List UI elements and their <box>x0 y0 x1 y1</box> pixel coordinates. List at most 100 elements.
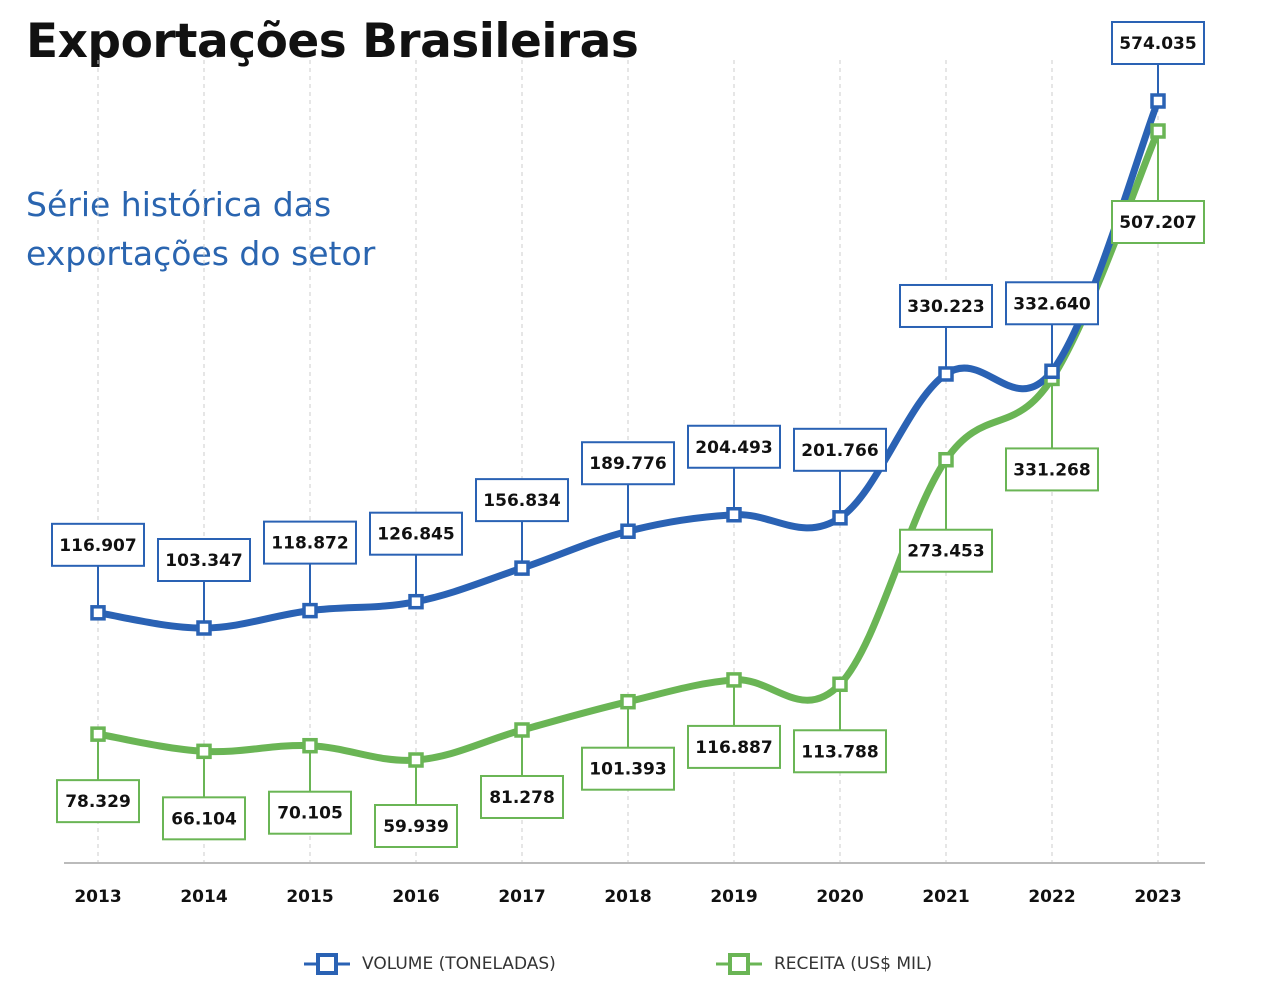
marker-volume-2013 <box>90 605 106 621</box>
marker-receita-2013 <box>90 726 106 742</box>
marker-volume-2016 <box>408 593 424 610</box>
marker-volume-2021 <box>938 366 954 382</box>
data-label-receita-2014-text: 66.104 <box>171 809 237 829</box>
data-label-receita-2017: 81.278 <box>480 774 564 819</box>
data-label-receita-2015-text: 70.105 <box>277 804 343 824</box>
legend-label-receita: RECEITA (US$ MIL) <box>774 954 933 974</box>
data-label-receita-2020-text: 113.788 <box>801 742 878 762</box>
data-label-receita-2019-box <box>687 724 781 769</box>
data-label-volume-2016-box <box>369 511 463 556</box>
marker-receita-2021 <box>938 451 954 468</box>
data-label-receita-2014-box <box>162 796 246 841</box>
x-tick-label-2021: 2021 <box>922 887 969 907</box>
data-label-volume-2019-text: 204.493 <box>695 438 772 458</box>
data-label-volume-2023-box <box>1111 21 1205 65</box>
data-label-volume-2019: 204.493 <box>687 424 781 469</box>
marker-volume-2018 <box>620 523 636 539</box>
data-label-receita-2021-box <box>899 528 993 573</box>
chart-subtitle: Série histórica das exportações do setor <box>26 180 506 278</box>
data-label-volume-2019-box <box>687 424 781 469</box>
x-tick-label-2023: 2023 <box>1134 887 1181 907</box>
legend: VOLUME (TONELADAS) RECEITA (US$ MIL) <box>0 950 1274 980</box>
subtitle-line-1: Série histórica das <box>26 185 332 224</box>
chart-title: Exportações Brasileiras <box>26 14 639 69</box>
data-label-receita-2016: 59.939 <box>374 804 458 848</box>
data-label-receita-2022-text: 331.268 <box>1013 460 1090 480</box>
legend-receita-marker-icon <box>716 953 762 975</box>
data-label-volume-2018-text: 189.776 <box>589 454 666 474</box>
marker-volume-2017 <box>514 560 530 576</box>
marker-receita-2019 <box>726 672 742 688</box>
legend-volume-marker-icon <box>304 953 350 975</box>
data-label-volume-2014: 103.347 <box>157 538 251 582</box>
data-label-volume-2020-box <box>793 427 887 472</box>
data-label-receita-2014: 66.104 <box>162 796 246 841</box>
data-label-receita-2016-box <box>374 804 458 848</box>
marker-volume-2014 <box>196 620 212 636</box>
data-label-receita-2018: 101.393 <box>581 746 675 791</box>
subtitle-line-2: exportações do setor <box>26 234 376 273</box>
data-label-volume-2022: 332.640 <box>1005 281 1099 326</box>
data-markers <box>90 93 1166 768</box>
x-tick-label-2017: 2017 <box>498 887 545 907</box>
data-label-receita-2022: 331.268 <box>1005 447 1099 492</box>
x-axis: 2013 2014 2015 2016 2017 2018 2019 2020 2021 2022… <box>64 862 1205 907</box>
data-label-receita-2013-text: 78.329 <box>65 792 131 812</box>
data-label-volume-2013-text: 116.907 <box>59 536 136 556</box>
data-label-receita-2019-text: 116.887 <box>695 738 772 758</box>
legend-item-receita: RECEITA (US$ MIL) <box>716 950 932 978</box>
marker-receita-2014 <box>196 743 212 760</box>
data-label-volume-2023-text: 574.035 <box>1119 34 1196 54</box>
data-label-receita-2022-box <box>1005 447 1099 492</box>
data-label-volume-2013-box <box>51 522 145 567</box>
data-label-volume-2021: 330.223 <box>899 283 993 328</box>
data-label-volume-2020: 201.766 <box>793 427 887 472</box>
x-tick-label-2018: 2018 <box>604 887 651 907</box>
data-label-volume-2015-box <box>263 520 357 565</box>
data-label-volume-2017-box <box>475 478 569 523</box>
data-label-receita-2013-box <box>56 779 140 824</box>
data-label-volume-2014-box <box>157 538 251 582</box>
data-label-receita-2020: 113.788 <box>793 729 887 774</box>
x-tick-label-2019: 2019 <box>710 887 757 907</box>
marker-receita-2020 <box>832 676 848 693</box>
data-label-volume-2013: 116.907 <box>51 522 145 567</box>
data-label-volume-2022-text: 332.640 <box>1013 294 1091 314</box>
data-label-receita-2017-box <box>480 774 564 819</box>
data-label-receita-2023: 507.207 <box>1111 200 1205 244</box>
data-label-volume-2022-box <box>1005 281 1099 326</box>
marker-receita-2017 <box>514 722 530 738</box>
data-label-receita-2018-text: 101.393 <box>589 760 666 780</box>
marker-volume-2022 <box>1044 363 1060 380</box>
data-label-volume-2014-text: 103.347 <box>165 551 242 571</box>
data-label-receita-2023-text: 507.207 <box>1119 213 1196 233</box>
x-tick-label-2016: 2016 <box>392 887 439 907</box>
data-label-receita-2018-box <box>581 746 675 791</box>
data-label-receita-2013: 78.329 <box>56 779 140 824</box>
marker-volume-2023 <box>1150 93 1166 109</box>
legend-item-volume: VOLUME (TONELADAS) <box>304 950 556 978</box>
data-labels: 116.907 103.347 118.872 126.845 156.834 189.7… <box>51 21 1205 848</box>
marker-receita-2015 <box>302 737 318 754</box>
data-label-volume-2018-box <box>581 441 675 486</box>
x-tick-label-2014: 2014 <box>180 887 227 907</box>
data-label-volume-2017: 156.834 <box>475 478 569 523</box>
x-tick-label-2022: 2022 <box>1028 887 1075 907</box>
data-label-volume-2015-text: 118.872 <box>271 534 348 554</box>
data-label-receita-2015: 70.105 <box>268 790 352 835</box>
data-label-receita-2015-box <box>268 790 352 835</box>
marker-volume-2019 <box>726 507 742 523</box>
marker-volume-2015 <box>302 602 318 619</box>
data-label-receita-2019: 116.887 <box>687 724 781 769</box>
x-tick-label-2013: 2013 <box>74 887 121 907</box>
marker-volume-2020 <box>832 510 848 526</box>
x-tick-label-2015: 2015 <box>286 887 333 907</box>
data-label-volume-2016: 126.845 <box>369 511 463 556</box>
data-label-receita-2017-text: 81.278 <box>489 788 555 808</box>
data-label-volume-2016-text: 126.845 <box>377 525 454 545</box>
x-tick-label-2020: 2020 <box>816 887 863 907</box>
data-label-volume-2021-box <box>899 283 993 328</box>
data-label-receita-2016-text: 59.939 <box>383 817 449 837</box>
data-label-volume-2023: 574.035 <box>1111 21 1205 65</box>
data-label-receita-2023-box <box>1111 200 1205 244</box>
